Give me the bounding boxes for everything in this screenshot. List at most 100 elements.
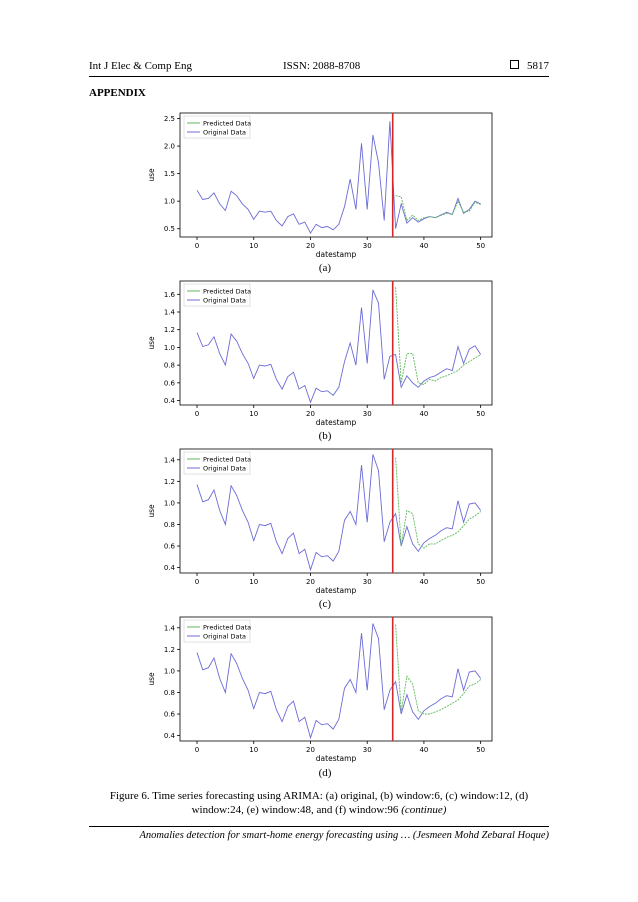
x-tick-label: 20 — [306, 242, 315, 250]
running-header-issn: ISSN: 2088-8708 — [283, 60, 361, 72]
y-axis-label: use — [147, 672, 156, 686]
checkbox-square-icon — [510, 60, 519, 69]
x-tick-label: 40 — [419, 242, 428, 250]
x-axis-label: datestamp — [316, 418, 357, 427]
chart-svg: 0 10 20 30 40 50 0.4 0.6 0.8 1.0 1.2 1.4 datestamp us… — [147, 448, 493, 595]
x-tick-label: 0 — [195, 746, 199, 754]
y-tick-label: 0.8 — [164, 521, 175, 529]
legend-label: Original Data — [203, 465, 246, 473]
original-data-line — [196, 623, 482, 740]
y-tick-label: 1.0 — [164, 667, 175, 675]
x-tick-label: 50 — [476, 578, 485, 586]
y-tick-label: 1.4 — [164, 624, 176, 632]
x-tick-label: 30 — [363, 410, 372, 418]
x-tick-label: 0 — [195, 410, 199, 418]
subfigure-label-d: (d) — [318, 767, 332, 779]
caption-text: Figure 6. Time series forecasting using … — [109, 790, 529, 816]
subfigure-label-a: (a) — [318, 262, 332, 274]
x-tick-label: 10 — [249, 242, 258, 250]
x-tick-label: 40 — [419, 410, 428, 418]
chart-b: 0 10 20 30 40 50 0.4 0.6 0.8 1.0 1.2 1.4 1.6 datestam… — [140, 278, 500, 428]
x-axis-label: datestamp — [316, 586, 357, 595]
y-tick-label: 1.0 — [164, 499, 175, 507]
x-tick-label: 50 — [476, 746, 485, 754]
y-tick-label: 1.0 — [164, 344, 175, 352]
legend-label: Original Data — [203, 633, 246, 641]
caption-continue: (continue) — [401, 804, 447, 816]
subfigure-label-b: (b) — [318, 430, 332, 442]
y-tick-label: 0.8 — [164, 689, 175, 697]
y-tick-label: 1.2 — [164, 326, 175, 334]
chart-a: 0 10 20 30 40 50 0.5 1.0 1.5 2.0 2.5 datestamp use Pr… — [140, 110, 500, 260]
x-tick-label: 50 — [476, 242, 485, 250]
legend-box — [183, 451, 251, 475]
page-number: 5817 — [527, 60, 549, 72]
x-tick-label: 20 — [306, 578, 315, 586]
legend-label: Predicted Data — [203, 120, 251, 128]
subfigure-label-c: (c) — [318, 598, 332, 610]
legend-label: Predicted Data — [203, 288, 251, 296]
y-tick-label: 0.8 — [164, 362, 175, 370]
chart-d: 0 10 20 30 40 50 0.4 0.6 0.8 1.0 1.2 1.4 datestamp us… — [140, 614, 500, 764]
x-tick-label: 40 — [419, 578, 428, 586]
y-tick-label: 0.4 — [164, 732, 176, 740]
predicted-data-line — [395, 195, 481, 222]
predicted-data-line — [395, 287, 481, 386]
predicted-data-line — [395, 457, 481, 549]
chart-c: 0 10 20 30 40 50 0.4 0.6 0.8 1.0 1.2 1.4 datestamp us… — [140, 446, 500, 596]
y-tick-label: 0.4 — [164, 397, 176, 405]
y-tick-label: 2.5 — [164, 115, 175, 123]
x-tick-label: 0 — [195, 242, 199, 250]
y-axis-label: use — [147, 336, 156, 350]
footer-rule — [89, 826, 549, 827]
predicted-data-line — [395, 624, 481, 715]
y-tick-label: 1.6 — [164, 291, 176, 299]
chart-svg: 0 10 20 30 40 50 0.5 1.0 1.5 2.0 2.5 datestamp use Pr… — [147, 112, 493, 259]
y-tick-label: 2.0 — [164, 143, 175, 151]
chart-svg: 0 10 20 30 40 50 0.4 0.6 0.8 1.0 1.2 1.4 datestamp us… — [147, 616, 493, 763]
x-tick-label: 50 — [476, 410, 485, 418]
legend-label: Predicted Data — [203, 456, 251, 464]
y-tick-label: 0.6 — [164, 379, 176, 387]
figure-caption: Figure 6. Time series forecasting using … — [89, 789, 549, 817]
y-tick-label: 1.2 — [164, 646, 175, 654]
x-axis-label: datestamp — [316, 754, 357, 763]
y-tick-label: 1.2 — [164, 478, 175, 486]
x-tick-label: 20 — [306, 746, 315, 754]
y-tick-label: 0.5 — [164, 225, 175, 233]
x-tick-label: 10 — [249, 746, 258, 754]
y-tick-label: 1.4 — [164, 456, 176, 464]
running-header-journal: Int J Elec & Comp Eng — [89, 60, 192, 72]
x-tick-label: 30 — [363, 242, 372, 250]
running-header-page: 5817 — [510, 60, 549, 72]
legend-box — [183, 283, 251, 307]
section-title: APPENDIX — [89, 87, 146, 99]
x-tick-label: 30 — [363, 746, 372, 754]
legend-box — [183, 619, 251, 643]
original-data-line — [196, 289, 482, 404]
legend-box — [183, 115, 251, 139]
x-axis-label: datestamp — [316, 250, 357, 259]
y-axis-label: use — [147, 504, 156, 518]
legend-label: Original Data — [203, 297, 246, 305]
y-tick-label: 1.0 — [164, 198, 175, 206]
x-tick-label: 10 — [249, 578, 258, 586]
y-tick-label: 0.4 — [164, 564, 176, 572]
running-footer: Anomalies detection for smart-home energ… — [139, 830, 549, 841]
original-data-line — [196, 454, 482, 572]
y-axis-label: use — [147, 168, 156, 182]
chart-svg: 0 10 20 30 40 50 0.4 0.6 0.8 1.0 1.2 1.4 1.6 datestam… — [147, 280, 493, 427]
x-tick-label: 0 — [195, 578, 199, 586]
x-tick-label: 20 — [306, 410, 315, 418]
x-tick-label: 10 — [249, 410, 258, 418]
legend-label: Original Data — [203, 129, 246, 137]
y-tick-label: 1.5 — [164, 170, 175, 178]
x-tick-label: 30 — [363, 578, 372, 586]
y-tick-label: 0.6 — [164, 543, 176, 551]
x-tick-label: 40 — [419, 746, 428, 754]
y-tick-label: 1.4 — [164, 309, 176, 317]
